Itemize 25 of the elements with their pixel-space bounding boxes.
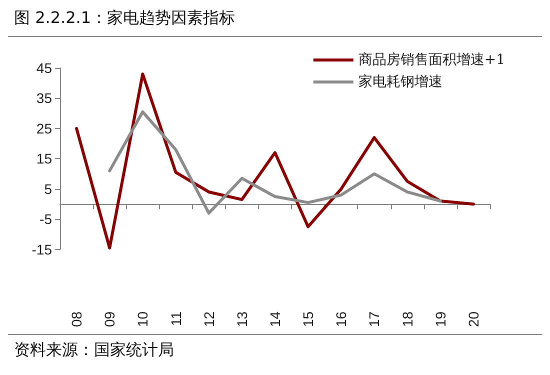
- y-tick-label: -5: [40, 211, 52, 228]
- x-tick-label: 19: [432, 311, 448, 328]
- y-tick-label: 15: [36, 150, 52, 167]
- x-tick-label: 17: [366, 311, 382, 328]
- text: 资料来源：国家统计局: [14, 340, 174, 361]
- x-tick-label: 11: [168, 311, 184, 326]
- y-tick-label: -15: [32, 241, 52, 258]
- x-tick-label: 14: [267, 311, 283, 328]
- chart-title: 图 2.2.2.1：家电趋势因素指标: [14, 8, 236, 29]
- x-tick-label: 12: [200, 311, 217, 328]
- x-tick-label: 08: [68, 311, 85, 328]
- x-tick-label: 10: [134, 311, 151, 328]
- x-tick-label: 13: [234, 311, 250, 328]
- x-tick-label: 20: [465, 311, 482, 328]
- x-tick-label: 18: [399, 311, 416, 328]
- y-tick-label: 5: [44, 180, 52, 197]
- x-tick-label: 15: [300, 311, 316, 328]
- y-tick-label: 45: [36, 60, 52, 76]
- y-tick-label: 35: [36, 90, 52, 106]
- legend-label: 家电耗钢增速: [358, 74, 442, 90]
- y-tick-label: 25: [36, 120, 52, 136]
- x-tick-label: 16: [333, 311, 350, 328]
- legend-label: 商品房销售面积增速+1: [358, 52, 506, 68]
- line-series: [75, 72, 475, 250]
- x-tick-label: 09: [102, 311, 118, 328]
